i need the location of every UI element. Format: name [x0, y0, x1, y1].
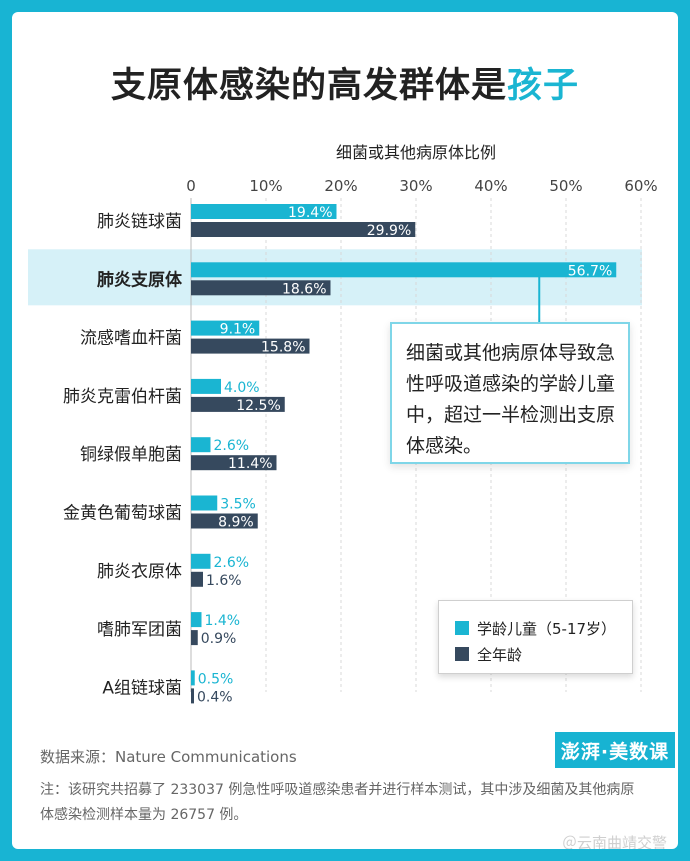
bar-all-ages: [191, 513, 258, 529]
bar-all-ages: [191, 280, 331, 296]
x-tick-label: 20%: [324, 177, 357, 195]
title-prefix: 支原体感染的高发群体是: [110, 66, 507, 106]
infographic-card: 支原体感染的高发群体是孩子 细菌或其他病原体比例 0 10% 20% 30% 40% 50…: [12, 12, 678, 849]
bar-chart: 0 10% 20% 30% 40% 50% 60% 肺炎链球菌 19.4% 29.9% 肺炎支原体 5…: [28, 177, 658, 705]
x-tick-label: 0: [186, 177, 196, 195]
bar-value-label: 0.4%: [197, 689, 233, 705]
bar-value-label: 2.6%: [214, 555, 250, 571]
bar-children: [191, 612, 202, 628]
category-label: 肺炎支原体: [97, 269, 183, 290]
category-label: 金黄色葡萄球菌: [63, 504, 182, 524]
title-highlight: 孩子: [507, 66, 580, 106]
bar-value-label: 15.8%: [261, 340, 305, 356]
x-axis-title: 细菌或其他病原体比例: [335, 143, 496, 162]
bar-children: [191, 204, 337, 219]
bar-value-label: 1.6%: [206, 573, 242, 589]
category-label: 嗜肺军团菌: [97, 620, 182, 640]
bar-value-label: 9.1%: [220, 322, 256, 338]
bar-value-label: 0.5%: [198, 671, 234, 687]
page-title: 支原体感染的高发群体是孩子: [12, 57, 678, 108]
chart-legend: 学龄儿童（5-17岁） 全年龄: [438, 600, 633, 674]
bar-value-label: 19.4%: [288, 205, 332, 221]
bar-children: [191, 670, 195, 686]
footnote: 注：该研究共招募了 233037 例急性呼吸道感染患者并进行样本测试，其中涉及细…: [40, 782, 635, 823]
bar-children: [191, 378, 221, 394]
bar-children: [191, 437, 211, 453]
x-tick-label: 50%: [549, 177, 582, 195]
legend-label-children: 学龄儿童（5-17岁）: [477, 619, 617, 638]
category-label: 肺炎链球菌: [97, 212, 182, 232]
bar-value-label: 56.7%: [568, 263, 612, 279]
bar-all-ages: [191, 571, 203, 587]
legend-item-children: 学龄儿童（5-17岁）: [455, 615, 632, 641]
legend-item-all-ages: 全年龄: [455, 641, 632, 667]
bar-children: [191, 320, 260, 336]
bar-all-ages: [191, 338, 310, 354]
bar-value-label: 2.6%: [214, 438, 250, 454]
bar-value-label: 11.4%: [228, 456, 272, 472]
category-label: 铜绿假单胞菌: [80, 445, 182, 465]
data-source: 数据来源：Nature Communications: [40, 748, 297, 766]
watermark: ＠云南曲靖交警: [562, 834, 668, 849]
bar-all-ages: [191, 455, 277, 471]
bar-all-ages: [191, 688, 194, 704]
bar-all-ages: [191, 222, 416, 237]
annotation-callout: 细菌或其他病原体导致急性呼吸道感染的学龄儿童中，超过一半检测出支原体感染。: [390, 322, 630, 464]
legend-swatch-children: [455, 621, 469, 635]
x-tick-label: 40%: [474, 177, 507, 195]
category-label: 流感嗜血杆菌: [80, 329, 182, 349]
bar-all-ages: [191, 630, 198, 646]
x-tick-label: 10%: [249, 177, 282, 195]
legend-swatch-all-ages: [455, 647, 469, 661]
legend-label-all-ages: 全年龄: [477, 645, 523, 664]
bar-value-label: 8.9%: [218, 515, 254, 531]
bar-children: [191, 495, 218, 511]
brand-logo: 澎湃·美数课: [555, 732, 675, 768]
x-tick-label: 60%: [624, 177, 657, 195]
bar-value-label: 3.5%: [220, 497, 256, 513]
bar-value-label: 4.0%: [224, 380, 260, 396]
bar-value-label: 12.5%: [236, 398, 280, 414]
bar-value-label: 0.9%: [201, 631, 237, 647]
bar-value-label: 29.9%: [367, 223, 411, 239]
bar-all-ages: [191, 396, 285, 412]
category-label: 肺炎克雷伯杆菌: [63, 387, 182, 407]
category-label: 肺炎衣原体: [97, 562, 182, 582]
bar-children: [191, 262, 617, 278]
bar-value-label: 18.6%: [282, 281, 326, 297]
category-label: A组链球菌: [102, 678, 182, 698]
bar-value-label: 1.4%: [205, 613, 241, 629]
x-tick-label: 30%: [399, 177, 432, 195]
bar-children: [191, 553, 211, 569]
